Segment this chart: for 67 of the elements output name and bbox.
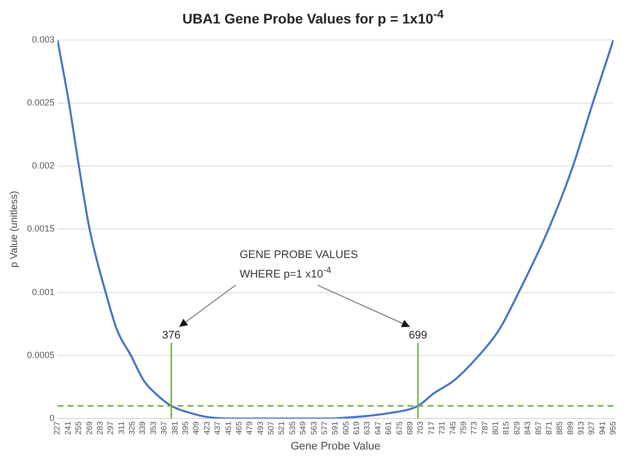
y-tick-label: 0.0005 <box>26 350 55 360</box>
x-tick-label: 927 <box>587 420 596 435</box>
x-tick-label: 829 <box>512 420 522 435</box>
x-tick-label: 899 <box>566 420 575 435</box>
x-tick-label: 815 <box>502 420 511 435</box>
y-tick-label: 0.001 <box>32 286 55 297</box>
x-tick-label: 255 <box>74 420 84 435</box>
x-tick-label: 325 <box>128 420 137 435</box>
x-tick-label: 451 <box>224 420 233 435</box>
x-tick-label: 283 <box>95 420 104 435</box>
x-tick-label: 311 <box>116 420 126 434</box>
x-tick-label: 395 <box>181 420 190 435</box>
x-tick-label: 661 <box>384 420 394 435</box>
ref-line-label: 376 <box>162 329 180 342</box>
x-tick-label: 871 <box>544 420 554 435</box>
x-tick-label: 619 <box>352 420 362 435</box>
x-tick-label: 675 <box>394 420 404 435</box>
annotation: GENE PROBE VALUES WHERE p=1 x10$^{-4}$ <box>240 248 358 283</box>
x-tick-label: 787 <box>480 420 490 435</box>
x-tick-label: 367 <box>160 420 169 435</box>
ref-line-label: 699 <box>408 329 428 342</box>
x-tick-label: 801 <box>491 420 500 435</box>
x-tick-label: 227 <box>52 420 62 435</box>
x-tick-label: 717 <box>426 420 436 435</box>
y-tick-label: 0.0025 <box>26 98 55 108</box>
x-tick-label: 773 <box>470 420 479 435</box>
x-tick-label: 955 <box>608 420 618 435</box>
x-tick-label: 549 <box>298 420 308 435</box>
y-tick-label: 0.0015 <box>26 224 55 234</box>
x-tick-label: 507 <box>266 420 276 435</box>
line-series <box>58 40 614 418</box>
x-tick-label: 479 <box>245 420 254 435</box>
x-tick-label: 633 <box>362 420 372 435</box>
y-tick-label: 0.002 <box>32 160 55 171</box>
x-tick-label: 339 <box>138 420 148 435</box>
x-tick-label: 381 <box>170 420 180 435</box>
x-tick-label: 759 <box>458 420 468 435</box>
x-tick-label: 535 <box>288 420 297 435</box>
x-tick-label: 731 <box>438 420 447 435</box>
x-tick-label: 493 <box>256 420 265 435</box>
x-tick-label: 521 <box>277 420 286 435</box>
x-tick-label: 241 <box>63 420 72 435</box>
x-tick-label: 423 <box>202 420 212 435</box>
x-tick-label: 409 <box>192 420 201 435</box>
x-tick-label: 437 <box>213 420 222 435</box>
x-tick-label: 745 <box>448 420 458 435</box>
y-axis-title: p Value (unitless) <box>8 190 20 268</box>
x-axis-title: Gene Probe Value <box>290 440 380 452</box>
x-tick-label: 269 <box>84 420 94 435</box>
chart-title: UBA1 Gene Probe Values for p = 1x10$^{-4}$ <box>181 8 445 27</box>
x-tick-label: 647 <box>373 420 382 435</box>
x-tick-label: 605 <box>341 420 350 435</box>
y-tick-label: 0.003 <box>32 34 55 44</box>
x-tick-label: 703 <box>416 420 426 435</box>
x-tick-label: 577 <box>320 420 329 435</box>
x-tick-label: 885 <box>555 420 564 435</box>
x-tick-label: 353 <box>148 420 158 435</box>
x-tick-label: 689 <box>405 420 414 435</box>
x-tick-label: 857 <box>534 420 543 435</box>
x-tick-label: 591 <box>330 420 340 435</box>
x-tick-label: 941 <box>598 420 607 435</box>
y-tick-label: 0 <box>50 412 55 423</box>
x-tick-label: 843 <box>523 420 532 435</box>
x-tick-label: 913 <box>576 420 586 435</box>
x-tick-label: 297 <box>106 420 116 435</box>
x-tick-label: 563 <box>309 420 318 435</box>
x-tick-label: 465 <box>234 420 244 435</box>
